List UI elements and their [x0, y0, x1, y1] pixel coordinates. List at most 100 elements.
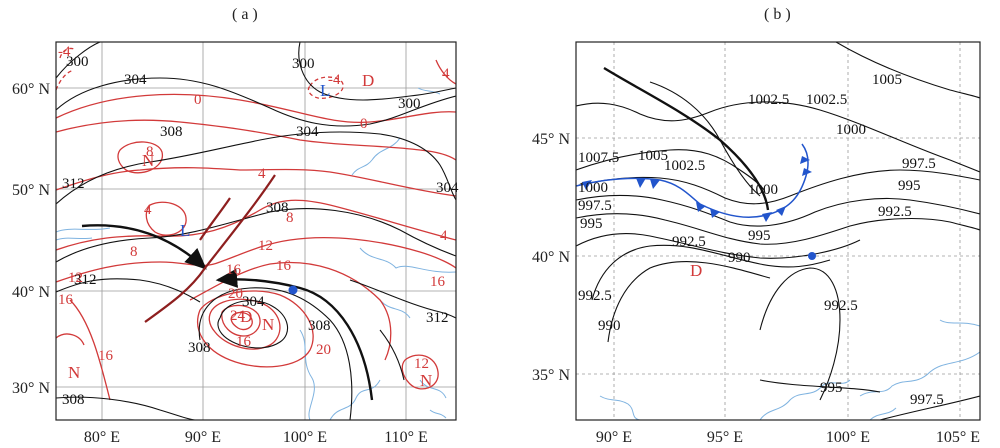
- temperature-label: 4: [440, 228, 448, 244]
- temperature-labels: 0 0 4 8 4 8 8 12 4 16 16 20 24 20 16 12 …: [58, 44, 450, 372]
- temperature-label: 20: [228, 286, 243, 302]
- map-frame: [55, 41, 457, 421]
- isobar-label: 1000: [578, 180, 608, 196]
- x-tick-label: 95° E: [707, 429, 743, 446]
- isobar-label: 1000: [836, 122, 866, 138]
- temperature-label: 0: [360, 116, 368, 132]
- isoline-label: 304: [124, 72, 147, 88]
- isoline-label: 308: [188, 340, 211, 356]
- x-tick-label: 110° E: [384, 429, 428, 446]
- temperature-label: 12: [414, 356, 429, 372]
- cold-center-symbol: N: [262, 315, 274, 334]
- temperature-label: 0: [194, 92, 202, 108]
- temperature-label: 16: [276, 258, 292, 274]
- isobar-label: 995: [580, 216, 603, 232]
- warm-center-symbol: D: [240, 307, 252, 326]
- isobar-label: 997.5: [578, 198, 612, 214]
- y-tick-label: 50° N: [12, 182, 50, 199]
- isobar-label: 1002.5: [664, 158, 705, 174]
- panel-b-label: ( b ): [764, 6, 791, 23]
- x-tick-label: 100° E: [283, 429, 327, 446]
- isoline-label: 308: [266, 200, 289, 216]
- isobar-label: 995: [820, 380, 843, 396]
- isoline-label: 308: [62, 392, 85, 408]
- y-tick-label: 45° N: [532, 131, 570, 148]
- temperature-label: 4: [144, 202, 152, 218]
- temperature-label: 8: [130, 244, 138, 260]
- temperature-label: 16: [430, 274, 446, 290]
- isobar-label: 1005: [638, 148, 668, 164]
- coastline: [56, 87, 456, 420]
- cold-front: [576, 143, 812, 222]
- station-dot: [808, 252, 816, 260]
- isoline-label: 304: [436, 180, 459, 196]
- isobar-label: 990: [598, 318, 621, 334]
- y-tick-label: 40° N: [532, 249, 570, 266]
- temperature-label: 12: [258, 238, 273, 254]
- isobar-label: 1000: [748, 182, 778, 198]
- temperature-label: 16: [236, 334, 252, 350]
- grid-lines: [576, 42, 980, 420]
- temperature-label: 4: [258, 166, 266, 182]
- isoline-label: 304: [242, 294, 265, 310]
- cold-center-symbol: N: [68, 363, 80, 382]
- isobar-label: 1007.5: [578, 150, 619, 166]
- isobar-label: 990: [728, 250, 751, 266]
- temperature-label: 8: [286, 210, 294, 226]
- isoline-label: 312: [62, 176, 85, 192]
- isoline-label: 312: [426, 310, 449, 326]
- x-tick-label: 80° E: [84, 429, 120, 446]
- geopotential-isolines: [56, 42, 456, 420]
- isobar-label: 995: [898, 178, 921, 194]
- map-frame: [575, 41, 981, 421]
- y-tick-label: 30° N: [12, 380, 50, 397]
- trough-line: [603, 66, 770, 211]
- warm-center-symbol: D: [362, 71, 374, 90]
- isobar-label: 992.5: [878, 204, 912, 220]
- isobar-label: 997.5: [910, 392, 944, 408]
- isoline-label: 308: [308, 318, 331, 334]
- temperature-label: 12: [68, 270, 83, 286]
- isobar-label: 997.5: [902, 156, 936, 172]
- isobar-label: 1005: [872, 72, 902, 88]
- map-panel-a: 80° E 90° E 100° E 110° E 60° N 50° N 40…: [12, 41, 459, 446]
- low-pressure-symbol: D: [690, 261, 702, 280]
- station-dot: [288, 285, 298, 295]
- isoline-label: 300: [66, 54, 89, 70]
- map-panel-b: 90° E 95° E 100° E 105° E 45° N 40° N 35…: [532, 41, 981, 446]
- temperature-label: 24: [230, 308, 246, 324]
- isoline-label: 304: [296, 124, 319, 140]
- temperature-label: 16: [58, 292, 74, 308]
- y-tick-label: 35° N: [532, 367, 570, 384]
- low-symbol: L: [180, 221, 190, 240]
- isobar-labels: 1005 1002.5 1002.5 1000 997.5 995 992.5 …: [578, 72, 944, 408]
- temperature-isolines: [56, 47, 456, 401]
- isobar-label: 1002.5: [806, 92, 847, 108]
- x-tick-label: 90° E: [185, 429, 221, 446]
- temperature-label: 4: [442, 66, 450, 82]
- low-symbol: L: [320, 81, 330, 100]
- cold-center-symbol: N: [142, 151, 154, 170]
- trough-lines: [81, 174, 374, 401]
- temperature-label: 8: [146, 144, 154, 160]
- isoline-label: 300: [292, 56, 315, 72]
- isoline-label: 312: [74, 272, 97, 288]
- isobar-label: 1002.5: [748, 92, 789, 108]
- x-tick-label: 100° E: [826, 429, 870, 446]
- panel-a-label: ( a ): [232, 6, 258, 23]
- x-tick-label: 105° E: [936, 429, 980, 446]
- temperature-label: 16: [98, 348, 114, 364]
- isoline-label: 300: [398, 96, 421, 112]
- isobar-label: 992.5: [672, 234, 706, 250]
- temperature-label: 20: [316, 342, 331, 358]
- isobar-label: 992.5: [578, 288, 612, 304]
- isobar-label: 992.5: [824, 298, 858, 314]
- x-tick-label: 90° E: [596, 429, 632, 446]
- temperature-label: 16: [226, 262, 242, 278]
- temperature-label: -4: [328, 72, 341, 88]
- y-tick-label: 60° N: [12, 81, 50, 98]
- cold-center-symbol: N: [420, 371, 432, 390]
- y-tick-label: 40° N: [12, 284, 50, 301]
- isobar-label: 995: [748, 228, 771, 244]
- isoline-label: 308: [160, 124, 183, 140]
